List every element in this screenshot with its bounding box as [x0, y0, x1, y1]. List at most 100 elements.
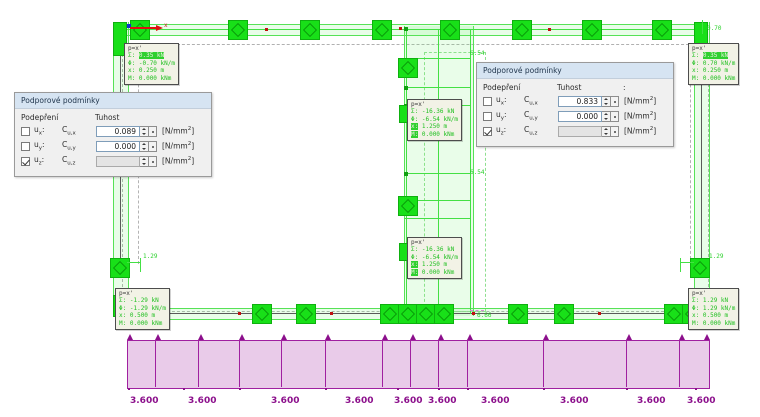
tooltip-line: M: 0.000 kNm: [128, 74, 172, 82]
picker-ux[interactable]: [611, 95, 619, 107]
result-tooltip-mid-lower[interactable]: p=x' Σ: -16.36 kN Φ: -6.54 kN/m x: 1.250…: [407, 237, 462, 280]
stiffness-uz-input: [558, 125, 602, 137]
reaction-marker-left-col-v: [140, 258, 141, 272]
node-top-2[interactable]: [228, 20, 248, 40]
column-header-extra: [161, 113, 175, 122]
node-top-3[interactable]: [300, 20, 320, 40]
tooltip-header: p=x': [692, 290, 707, 297]
stiffness-ux-input[interactable]: [96, 125, 140, 137]
node-corner-top-left[interactable]: [113, 22, 127, 56]
checkbox-uy[interactable]: [21, 141, 30, 151]
picker-uy[interactable]: [611, 110, 619, 122]
label-ux: ux:: [496, 95, 507, 107]
label-uy: uy:: [34, 140, 45, 152]
label-cux: Cu,x: [524, 95, 538, 107]
result-tooltip-bottom-right[interactable]: p=x' Σ: 1.29 kN Φ: 1.29 kN/m x: 0.500 m …: [688, 288, 740, 331]
load-arrow-7: [382, 334, 388, 340]
stiffness-ux-input-group[interactable]: [96, 125, 157, 137]
support-row-uz[interactable]: uz: Cu,z [N/mm2]: [483, 125, 667, 137]
member-marker-top-1: [265, 28, 268, 31]
spinner-ux[interactable]: [140, 125, 149, 137]
result-tooltip-mid-upper[interactable]: p=x' Σ: -16.36 kN Φ: -6.54 kN/m x: 1.250…: [407, 99, 462, 142]
tooltip-line: M: 0.000 kNm: [692, 319, 736, 327]
value-label-mid-upper-2: 6.54: [470, 169, 485, 176]
support-row-uy[interactable]: uy: Cu,y [N/mm2]: [483, 110, 667, 122]
load-arrow-5: [281, 334, 287, 340]
label-uz: uz:: [34, 155, 45, 167]
node-top-8[interactable]: [652, 20, 672, 40]
top-beam-line: [122, 29, 706, 30]
support-row-ux[interactable]: ux: Cu,x [N/mm2]: [21, 125, 205, 137]
node-bottom-2[interactable]: [296, 304, 316, 324]
node-bottom-1[interactable]: [252, 304, 272, 324]
node-top-6[interactable]: [512, 20, 532, 40]
stiffness-ux-input[interactable]: [558, 95, 602, 107]
node-bottom-5[interactable]: [416, 304, 436, 324]
dialog-title: Podporové podmínky: [477, 63, 673, 79]
stiffness-uy-input-group[interactable]: [96, 140, 157, 152]
node-bottom-4[interactable]: [398, 304, 418, 324]
node-right-column-1[interactable]: [690, 258, 710, 278]
value-label-mid-upper-1: 6.54: [470, 50, 485, 57]
reaction-marker-right-col: [680, 262, 694, 263]
member-marker-top-3: [548, 28, 551, 31]
support-row-uz[interactable]: uz: Cu,z [N/mm2]: [21, 155, 205, 167]
node-top-5[interactable]: [440, 20, 460, 40]
stiffness-uz-input-group[interactable]: [558, 125, 619, 137]
load-arrow-9: [438, 334, 444, 340]
node-left-column-1[interactable]: [110, 258, 130, 278]
unit-ux: [N/mm2]: [624, 96, 657, 106]
node-bottom-8[interactable]: [554, 304, 574, 324]
result-line-mid-2: [404, 87, 470, 88]
spinner-uz[interactable]: [140, 155, 149, 167]
spinner-uy[interactable]: [140, 140, 149, 152]
tooltip-line: Σ: -16.36 kN: [411, 108, 455, 116]
column-header-extra: :: [623, 83, 626, 92]
node-top-7[interactable]: [582, 20, 602, 40]
spinner-ux[interactable]: [602, 95, 611, 107]
picker-uz[interactable]: [611, 125, 619, 137]
dimension-label: 3.600: [637, 396, 666, 406]
support-row-uy[interactable]: uy: Cu,y [N/mm2]: [21, 140, 205, 152]
support-conditions-dialog-left[interactable]: Podporové podmínky Podepření Tuhost ux: …: [14, 92, 212, 177]
checkbox-uy[interactable]: [483, 111, 492, 121]
picker-uz[interactable]: [149, 155, 157, 167]
value-label-mid-bottom: 6.66: [477, 312, 492, 319]
node-bottom-9[interactable]: [664, 304, 684, 324]
load-arrow-10: [467, 334, 473, 340]
checkbox-ux[interactable]: [483, 96, 492, 106]
node-center-column-1[interactable]: [398, 58, 418, 78]
node-bottom-7[interactable]: [508, 304, 528, 324]
center-column-line-3: [470, 30, 471, 314]
stiffness-uy-input[interactable]: [96, 140, 140, 152]
result-tooltip-top-right[interactable]: p=x' Σ: 0.35 kN Φ: 0.70 kN/m x: 0.250 m …: [688, 43, 740, 86]
support-conditions-dialog-right[interactable]: Podporové podmínky Podepření Tuhost : ux…: [476, 62, 674, 147]
result-tooltip-top-left[interactable]: p=x' Σ: 0.35 kN Φ: -0.70 kN/m x: 0.250 m…: [124, 43, 179, 86]
node-bottom-6[interactable]: [434, 304, 454, 324]
checkbox-uz[interactable]: [21, 156, 30, 166]
dim-tick-7: [467, 388, 469, 390]
checkbox-uz[interactable]: [483, 126, 492, 136]
load-arrow-11: [543, 334, 549, 340]
label-uz: uz:: [496, 125, 507, 137]
stiffness-uy-input[interactable]: [558, 110, 602, 122]
dimension-label: 3.600: [345, 396, 374, 406]
result-tooltip-bottom-left[interactable]: p=x' Σ: -1.29 kN Φ: -1.29 kN/m x: 0.500 …: [115, 288, 170, 331]
node-top-4[interactable]: [372, 20, 392, 40]
spinner-uz[interactable]: [602, 125, 611, 137]
support-row-ux[interactable]: ux: Cu,x [N/mm2]: [483, 95, 667, 107]
label-cuy: Cu,y: [524, 110, 538, 122]
node-bottom-3[interactable]: [380, 304, 400, 324]
stiffness-uz-input-group[interactable]: [96, 155, 157, 167]
stiffness-uy-input-group[interactable]: [558, 110, 619, 122]
checkbox-ux[interactable]: [21, 126, 30, 136]
dimension-label: 3.600: [130, 396, 159, 406]
node-top-1[interactable]: [130, 20, 150, 40]
spinner-uy[interactable]: [602, 110, 611, 122]
picker-uy[interactable]: [149, 140, 157, 152]
picker-ux[interactable]: [149, 125, 157, 137]
stiffness-ux-input-group[interactable]: [558, 95, 619, 107]
unit-uy: [N/mm2]: [162, 141, 195, 151]
node-center-column-2[interactable]: [398, 196, 418, 216]
